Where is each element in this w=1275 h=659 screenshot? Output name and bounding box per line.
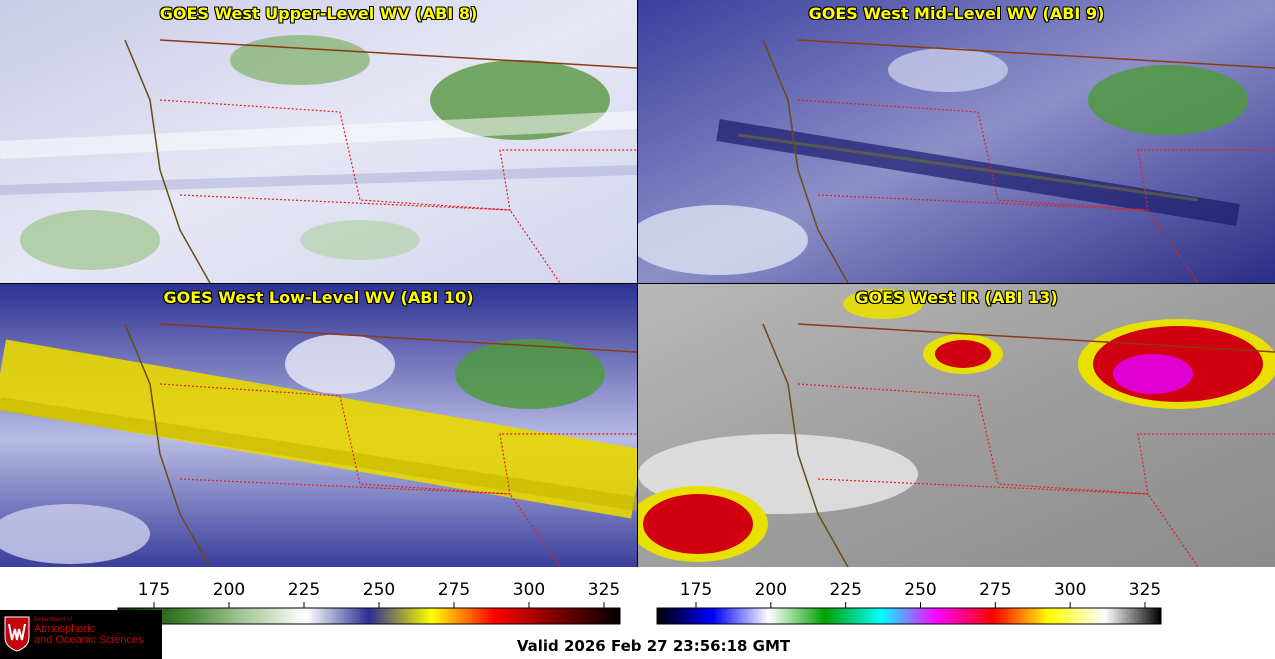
mid-level-wv-image	[638, 0, 1275, 283]
logo-line2: and Oceanic Sciences	[34, 634, 144, 646]
wv-tick-label: 200	[213, 580, 245, 600]
logo-dept-line: Department of	[34, 617, 73, 623]
ir-tick-label: 325	[1129, 580, 1161, 600]
wv-colorbar	[117, 607, 621, 625]
panel-divider-horizontal	[0, 283, 1275, 284]
logo-line1: Atmospheric	[34, 623, 96, 635]
ir-colorbar	[656, 607, 1162, 625]
ir-tick-label: 200	[755, 580, 787, 600]
colorbar-area: 175 200 225 250 275 300 325 175 200 225 250 275 300…	[117, 580, 1162, 625]
uw-crest-icon	[4, 616, 30, 652]
ir-tick-label: 225	[829, 580, 861, 600]
wv-tick-label: 250	[363, 580, 395, 600]
valid-time: Valid 2026 Feb 27 23:56:18 GMT	[516, 637, 791, 655]
low-level-wv-panel: GOES West Low-Level WV (ABI 10)	[0, 284, 637, 567]
upper-level-wv-panel: GOES West Upper-Level WV (ABI 8)	[0, 0, 637, 283]
ir-colorbar-ticks: 175 200 225 250 275 300 325	[680, 580, 1161, 608]
ir-tick-label: 175	[680, 580, 712, 600]
mid-level-wv-panel: GOES West Mid-Level WV (ABI 9)	[638, 0, 1275, 283]
wv-tick-label: 275	[438, 580, 470, 600]
ir-tick-label: 300	[1054, 580, 1086, 600]
ir-panel: GOES West IR (ABI 13)	[638, 284, 1275, 567]
uw-aos-logo: Department of Atmospheric and Oceanic Sc…	[0, 610, 162, 659]
low-level-wv-image	[0, 284, 637, 567]
wv-colorbar-ticks: 175 200 225 250 275 300 325	[138, 580, 620, 608]
wv-tick-label: 300	[513, 580, 545, 600]
ir-tick-label: 275	[979, 580, 1011, 600]
wv-tick-label: 225	[288, 580, 320, 600]
ir-image	[638, 284, 1275, 567]
ir-tick-label: 250	[904, 580, 936, 600]
upper-level-wv-image	[0, 0, 637, 283]
wv-tick-label: 325	[588, 580, 620, 600]
wv-tick-label: 175	[138, 580, 170, 600]
